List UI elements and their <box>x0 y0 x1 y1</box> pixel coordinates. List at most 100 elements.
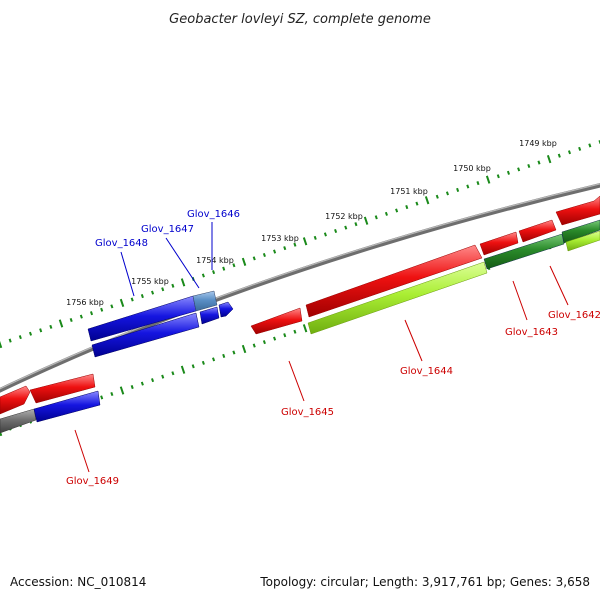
major-tick <box>485 175 491 184</box>
minor-tick <box>395 208 399 213</box>
leader-glov-1649 <box>74 429 90 473</box>
minor-tick <box>8 338 12 343</box>
gene-glov-1644-feature[interactable] <box>305 244 483 318</box>
major-tick <box>241 257 247 266</box>
leader-glov-1643 <box>512 280 528 321</box>
minor-tick <box>201 360 205 365</box>
minor-tick <box>110 304 114 309</box>
minor-tick <box>130 297 134 302</box>
gene-label-glov-1647[interactable]: Glov_1647 <box>141 224 194 235</box>
scale-label: 1752 kbp <box>325 212 363 221</box>
minor-tick <box>262 340 266 345</box>
gene-label-glov-1642[interactable]: Glov_1642 <box>548 310 600 321</box>
scale-label: 1755 kbp <box>131 277 169 286</box>
minor-tick <box>506 170 510 175</box>
minor-tick <box>273 249 277 254</box>
gene-glov-1649-feature[interactable] <box>0 385 31 415</box>
minor-tick <box>171 283 175 288</box>
major-tick <box>0 428 3 437</box>
minor-tick <box>18 335 22 340</box>
minor-tick <box>273 336 277 341</box>
minor-tick <box>354 222 358 227</box>
gene-red-1642-a[interactable] <box>518 219 557 243</box>
gene-blue-small-a[interactable] <box>199 306 220 325</box>
major-tick <box>424 196 430 205</box>
gene-lime-right-feature[interactable] <box>565 230 600 252</box>
minor-tick <box>578 146 582 151</box>
gene-glov-1643-feature[interactable] <box>479 231 519 256</box>
minor-tick <box>161 287 165 292</box>
minor-tick <box>151 290 155 295</box>
minor-tick <box>323 232 327 237</box>
minor-tick <box>110 391 114 396</box>
forward-strand-genes <box>0 195 600 415</box>
gene-label-glov-1645[interactable]: Glov_1645 <box>281 407 334 418</box>
leader-glov-1642 <box>549 265 569 306</box>
minor-tick <box>567 150 572 155</box>
minor-tick <box>283 246 287 251</box>
minor-tick <box>517 167 521 172</box>
leader-glov-1648 <box>120 251 135 297</box>
gene-glov-1643-green-feature[interactable] <box>483 233 565 270</box>
minor-tick <box>313 235 317 240</box>
minor-tick <box>435 194 439 199</box>
gene-label-glov-1648[interactable]: Glov_1648 <box>95 238 148 249</box>
minor-tick <box>334 228 338 234</box>
minor-tick <box>557 153 561 158</box>
minor-tick <box>90 311 94 316</box>
major-tick <box>302 324 308 333</box>
gene-label-glov-1643[interactable]: Glov_1643 <box>505 327 558 338</box>
gene-glov-1645-feature[interactable] <box>250 307 303 335</box>
minor-tick <box>384 211 388 216</box>
gene-labels: Glov_1642 Glov_1643 Glov_1644 Glov_1645 … <box>66 209 600 487</box>
major-tick <box>363 216 369 225</box>
minor-tick <box>201 273 205 278</box>
minor-tick <box>151 378 155 383</box>
minor-tick <box>496 174 500 179</box>
minor-tick <box>100 307 104 312</box>
minor-tick <box>100 395 104 400</box>
gene-glov-1642-green-feature[interactable] <box>561 219 600 244</box>
minor-tick <box>293 242 297 247</box>
minor-tick <box>69 318 73 323</box>
gene-gray-feature[interactable] <box>0 408 37 434</box>
minor-tick <box>293 329 297 334</box>
minor-tick <box>171 371 175 376</box>
genome-backbone-highlight <box>0 183 600 390</box>
minor-tick <box>232 350 236 355</box>
minor-tick <box>415 201 419 206</box>
minor-tick <box>445 191 449 196</box>
red-label-leaders <box>74 265 569 473</box>
minor-tick <box>79 314 83 319</box>
gene-glov-1647-feature[interactable] <box>91 312 200 358</box>
gene-label-glov-1644[interactable]: Glov_1644 <box>400 366 453 377</box>
gene-label-glov-1649[interactable]: Glov_1649 <box>66 476 119 487</box>
gene-glov-1646-feature[interactable] <box>192 290 218 312</box>
minor-tick <box>405 205 409 210</box>
minor-tick <box>252 256 256 261</box>
gene-glov-1649-neighbor-feature[interactable] <box>29 373 96 404</box>
map-title: Geobacter lovleyi SZ, complete genome <box>169 12 431 27</box>
minor-tick <box>466 184 470 189</box>
minor-tick <box>222 353 226 358</box>
gene-glov-1644-lime-feature[interactable] <box>307 261 488 335</box>
minor-tick <box>140 381 144 386</box>
gene-glov-1642-feature[interactable] <box>555 195 600 226</box>
major-tick <box>180 278 186 287</box>
scale-label: 1753 kbp <box>261 234 299 243</box>
minor-tick <box>456 187 460 192</box>
minor-tick <box>344 225 348 230</box>
gene-blue-small-b[interactable] <box>218 301 234 318</box>
major-tick <box>0 340 3 349</box>
minor-tick <box>374 215 378 220</box>
minor-tick <box>262 252 266 258</box>
gene-label-glov-1646[interactable]: Glov_1646 <box>187 209 240 220</box>
minor-tick <box>28 331 33 336</box>
gene-glov-1649-blue-feature[interactable] <box>33 390 101 423</box>
minor-tick <box>49 324 53 329</box>
scale-label: 1750 kbp <box>453 164 491 173</box>
major-tick <box>119 298 125 308</box>
leader-glov-1645 <box>288 360 305 402</box>
